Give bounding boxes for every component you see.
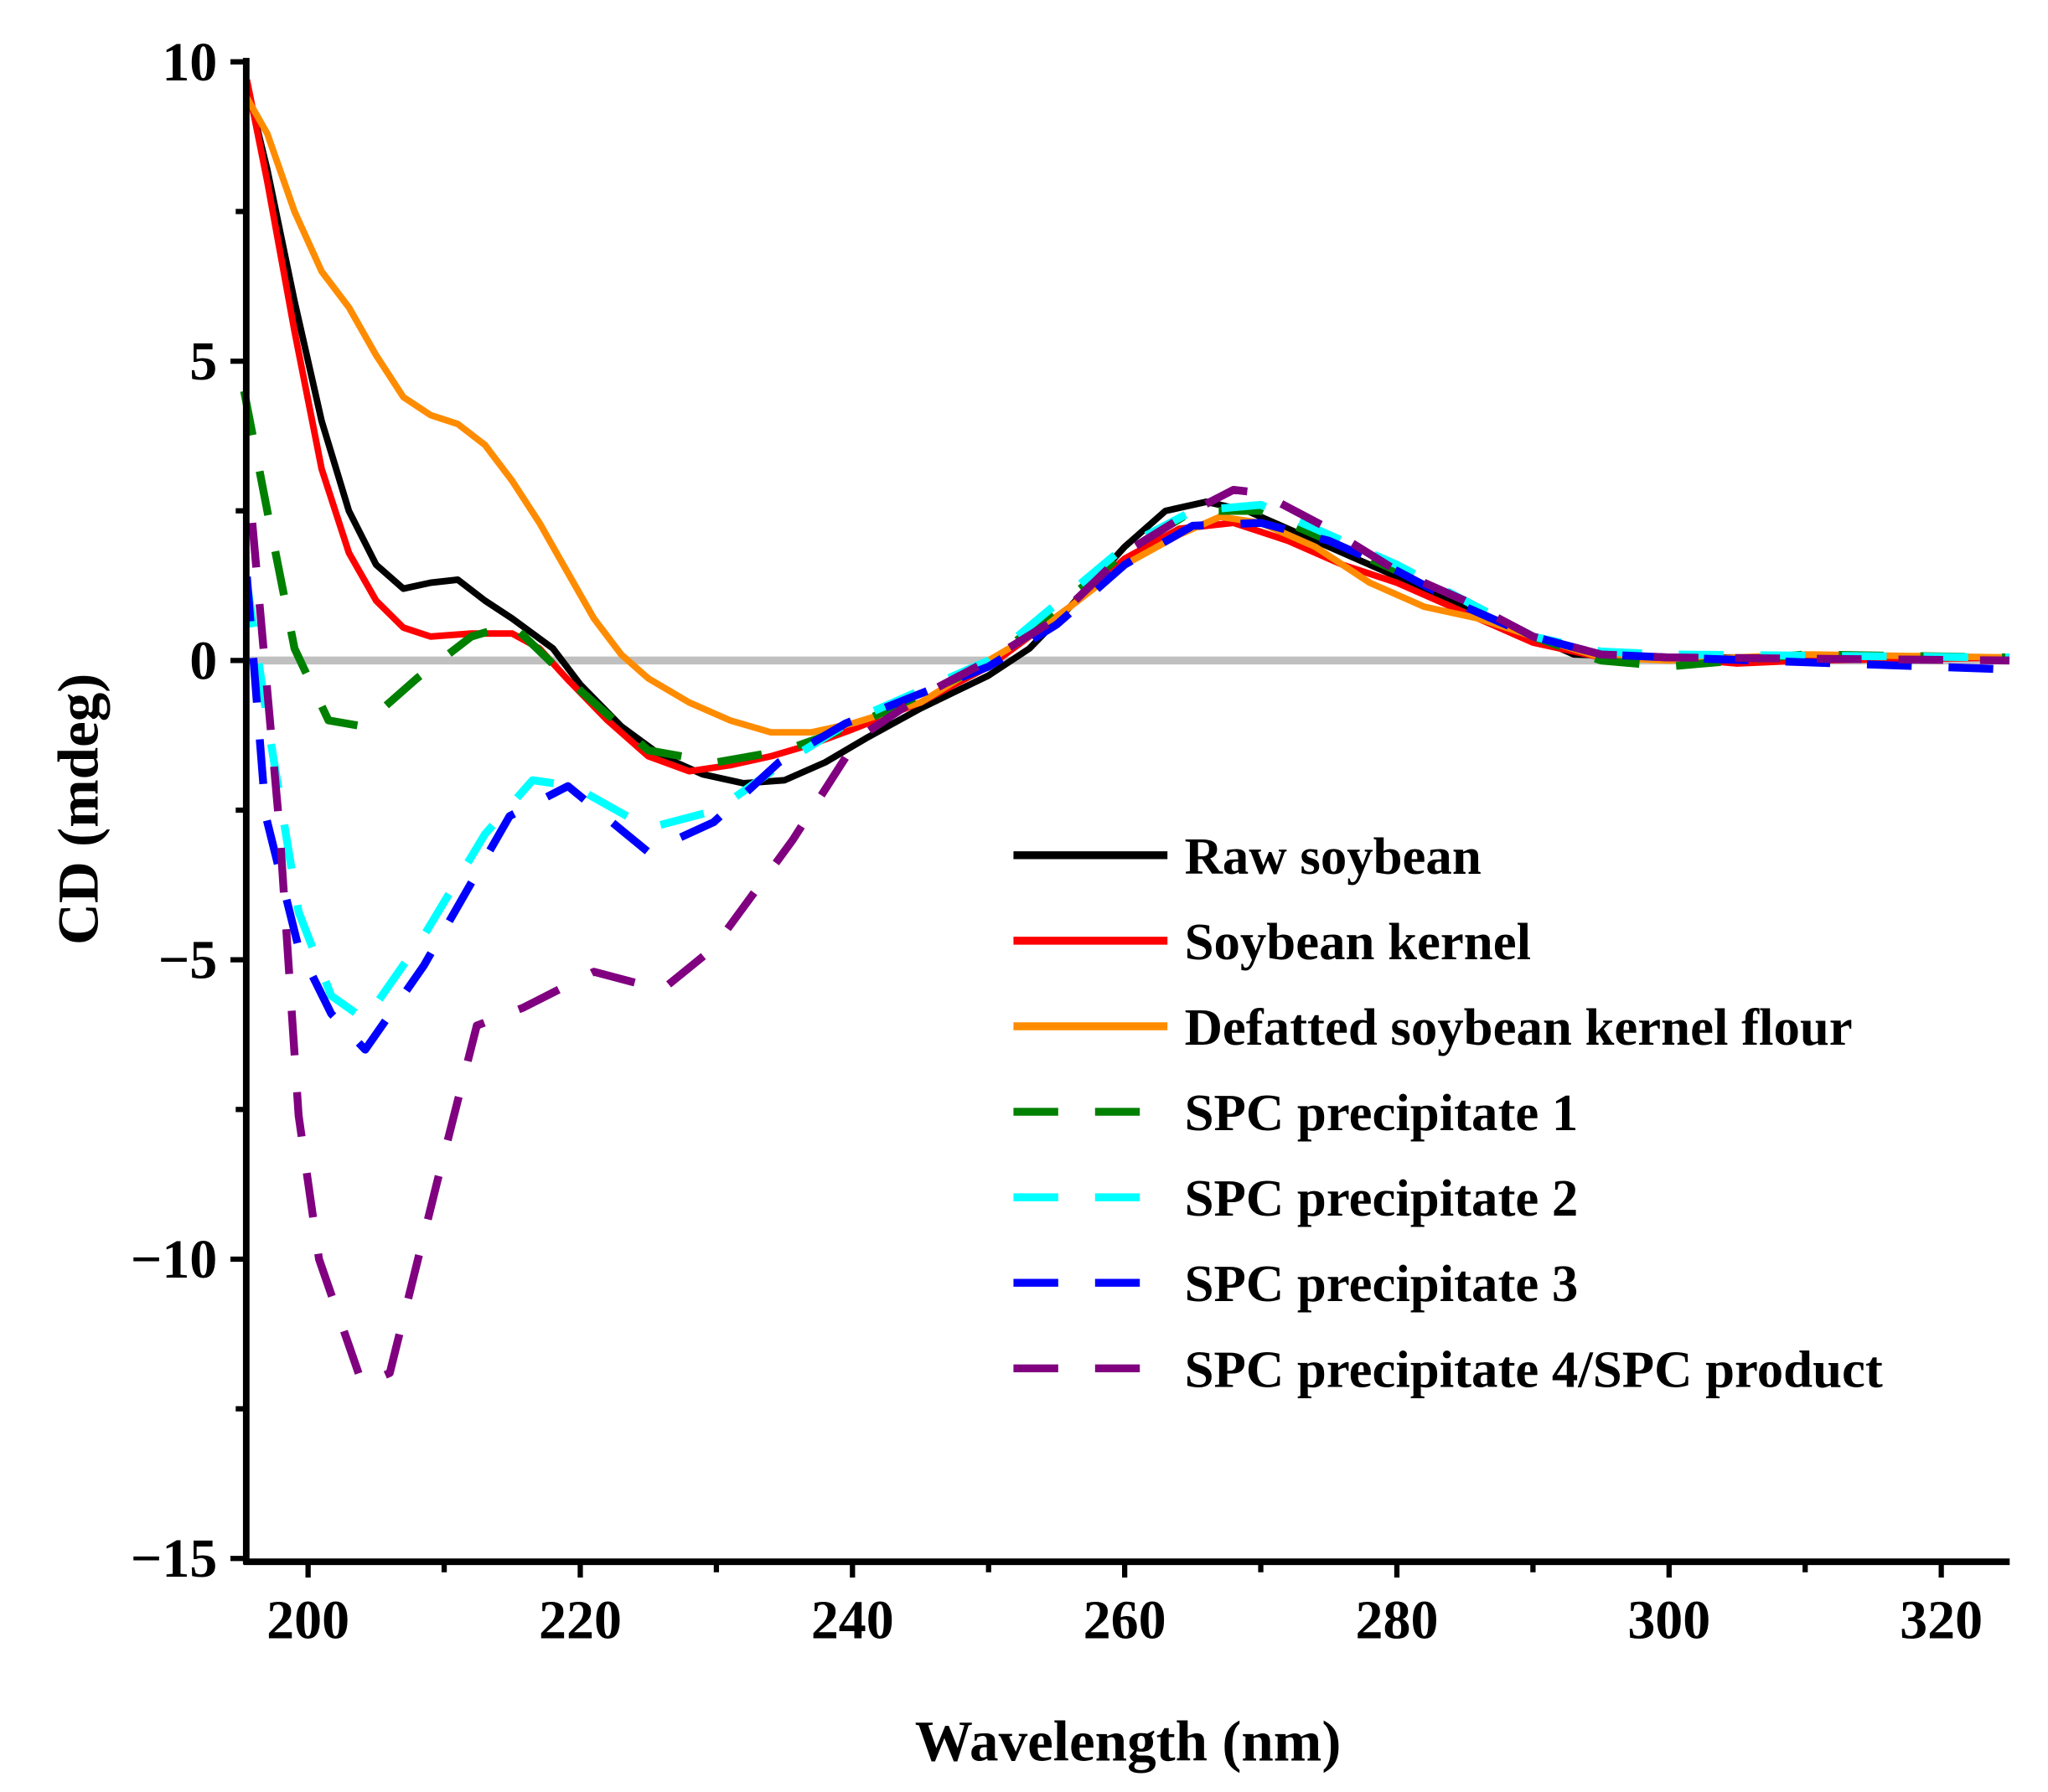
- legend-label-2: Soybean kernel: [1185, 912, 1531, 971]
- legend-label-3: Defatted soybean kernel flour: [1185, 998, 1853, 1056]
- y-tick-label: −10: [131, 1229, 218, 1290]
- series-line-6: [242, 519, 2009, 1054]
- y-tick-label: 0: [189, 630, 217, 691]
- series-line-3: [244, 96, 2009, 736]
- x-tick-label: 240: [811, 1589, 894, 1650]
- legend-label-5: SPC precipitate 2: [1185, 1169, 1579, 1227]
- series-line-7: [248, 485, 2009, 1389]
- y-tick-label: 10: [162, 32, 217, 93]
- x-tick-label: 280: [1356, 1589, 1439, 1650]
- y-tick-label: −5: [158, 930, 218, 991]
- legend-label-1: Raw soybean: [1185, 827, 1482, 886]
- legend-label-6: SPC precipitate 3: [1185, 1254, 1579, 1313]
- x-tick-label: 300: [1627, 1589, 1710, 1650]
- x-tick-label: 260: [1083, 1589, 1166, 1650]
- series-line-2: [243, 79, 2009, 775]
- y-tick-label: −15: [131, 1528, 218, 1589]
- x-tick-label: 200: [266, 1589, 349, 1650]
- axes: 200 220 240 260 280 300 320 10 5 0 −5 −10 −15: [131, 32, 2010, 1650]
- x-axis-label: Wavelength (nm): [915, 1708, 1342, 1773]
- y-axis-label: CD (mdeg): [45, 674, 110, 945]
- x-tick-label: 320: [1900, 1589, 1983, 1650]
- series-line-1: [243, 85, 2009, 787]
- x-tick-label: 220: [539, 1589, 622, 1650]
- y-tick-label: 5: [189, 331, 217, 392]
- legend-label-7: SPC precipitate 4/SPC product: [1185, 1340, 1883, 1398]
- series-line-4: [240, 390, 2009, 767]
- legend-label-4: SPC precipitate 1: [1185, 1083, 1579, 1142]
- series-layer: [240, 79, 2009, 1389]
- legend: Raw soybean Soybean kernel Defatted soybea…: [1013, 827, 1883, 1398]
